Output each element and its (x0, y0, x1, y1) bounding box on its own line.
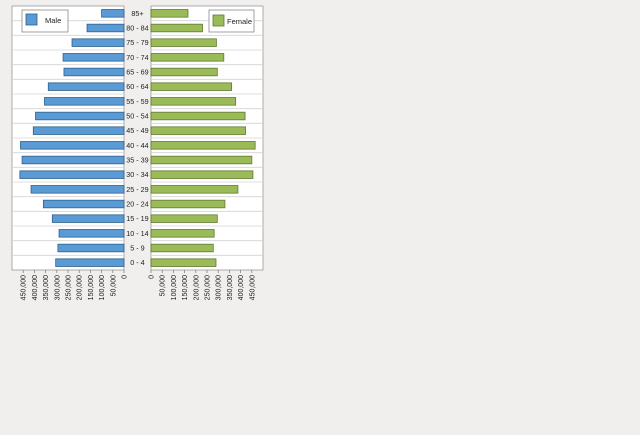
male-x-tick-label: 100,000 (99, 275, 106, 300)
female-bar (151, 186, 238, 194)
age-group-label: 45 - 49 (126, 126, 148, 135)
female-bar (151, 39, 216, 47)
male-bar (20, 171, 124, 179)
female-bar (151, 24, 203, 32)
female-bar (151, 112, 245, 120)
age-group-label: 65 - 69 (126, 68, 148, 77)
female-x-tick-label: 200,000 (193, 275, 200, 300)
age-group-label: 80 - 84 (126, 24, 148, 33)
female-x-tick-label: 50,000 (160, 275, 167, 297)
age-group-label: 15 - 19 (126, 214, 148, 223)
age-group-label: 5 - 9 (130, 244, 144, 253)
age-group-label: 35 - 39 (126, 156, 148, 165)
male-bar (31, 186, 124, 194)
female-x-tick-label: 150,000 (182, 275, 189, 300)
female-bar (151, 215, 217, 223)
male-legend-swatch (26, 14, 37, 25)
age-group-label: 10 - 14 (126, 229, 148, 238)
female-x-tick-label: 0 (149, 275, 156, 279)
female-bar (151, 259, 216, 267)
age-group-label: 85+ (131, 9, 143, 18)
female-x-tick-label: 300,000 (216, 275, 223, 300)
male-legend-label: Male (45, 16, 61, 25)
male-bar (36, 112, 124, 120)
female-bar (151, 68, 217, 76)
female-bar (151, 10, 188, 18)
female-bar (151, 98, 236, 106)
male-x-tick-label: 150,000 (88, 275, 95, 300)
female-bar (151, 127, 246, 135)
female-x-tick-label: 100,000 (171, 275, 178, 300)
female-bar (151, 200, 225, 208)
female-bar (151, 142, 255, 150)
male-x-tick-label: 450,000 (21, 275, 28, 300)
male-bar (59, 230, 124, 238)
male-bar (44, 98, 124, 106)
female-x-tick-label: 450,000 (249, 275, 256, 300)
male-bar (21, 142, 124, 150)
male-bar (72, 39, 124, 47)
male-bar (87, 24, 124, 32)
male-bar (63, 54, 124, 62)
male-bar (43, 200, 124, 208)
male-bar (64, 68, 124, 76)
female-x-tick-label: 250,000 (205, 275, 212, 300)
male-x-tick-label: 0 (122, 275, 129, 279)
age-group-label: 50 - 54 (126, 112, 148, 121)
age-group-label: 20 - 24 (126, 200, 148, 209)
male-bar (48, 83, 124, 91)
age-group-label: 0 - 4 (130, 258, 144, 267)
male-bar (22, 156, 124, 164)
male-x-tick-label: 350,000 (43, 275, 50, 300)
female-bar (151, 171, 253, 179)
female-legend-label: Female (227, 17, 252, 26)
age-group-label: 75 - 79 (126, 38, 148, 47)
male-bar (52, 215, 124, 223)
male-bar (33, 127, 124, 135)
female-bar (151, 54, 224, 62)
male-bar (56, 259, 124, 267)
age-group-label: 30 - 34 (126, 170, 148, 179)
male-bar (58, 244, 124, 252)
age-group-label: 40 - 44 (126, 141, 148, 150)
male-bar (102, 10, 124, 18)
female-x-tick-label: 350,000 (227, 275, 234, 300)
male-x-tick-label: 300,000 (54, 275, 61, 300)
female-legend-swatch (213, 15, 224, 26)
male-x-tick-label: 200,000 (77, 275, 84, 300)
age-group-label: 25 - 29 (126, 185, 148, 194)
age-group-label: 55 - 59 (126, 97, 148, 106)
male-x-tick-label: 400,000 (32, 275, 39, 300)
female-x-tick-label: 400,000 (238, 275, 245, 300)
female-bar (151, 83, 232, 91)
age-group-label: 60 - 64 (126, 82, 148, 91)
male-x-tick-label: 50,000 (110, 275, 117, 297)
male-x-tick-label: 250,000 (66, 275, 73, 300)
age-group-label: 70 - 74 (126, 53, 148, 62)
female-bar (151, 230, 214, 238)
female-bar (151, 156, 252, 164)
female-bar (151, 244, 213, 252)
